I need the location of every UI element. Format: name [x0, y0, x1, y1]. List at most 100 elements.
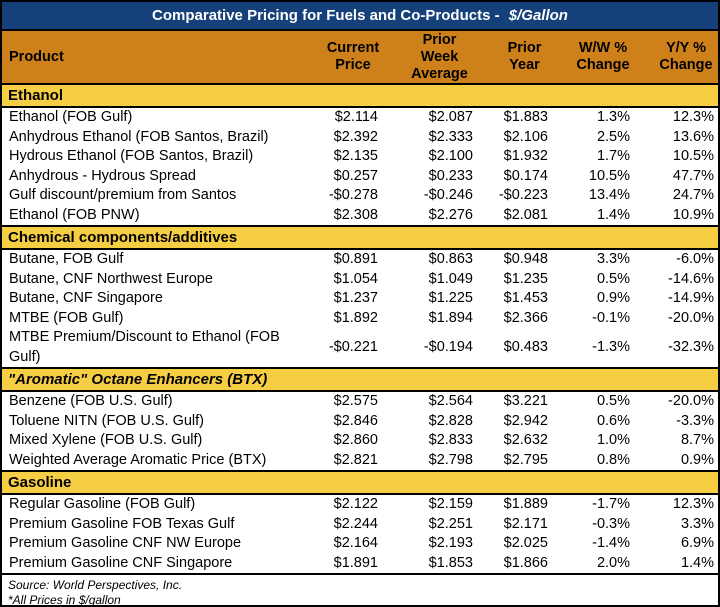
table-row: Premium Gasoline FOB Texas Gulf $2.244 $2.… [2, 515, 718, 535]
value-cell: 0.9% [596, 290, 630, 306]
product-cell: Butane, FOB Gulf [9, 251, 124, 267]
product-cell: Premium Gasoline CNF Singapore [9, 554, 233, 571]
value-cell: $2.860 [333, 432, 378, 448]
value-cell: $2.251 [428, 515, 473, 532]
value-cell: 3.3% [596, 251, 630, 267]
value-cell: -3.3% [676, 412, 714, 429]
table-row: Premium Gasoline CNF Singapore $1.891 $1.8… [2, 554, 718, 574]
value-cell: -$0.223 [498, 187, 548, 203]
column-header-row: Product Current Price Prior Week Average… [2, 31, 718, 85]
table-row: Mixed Xylene (FOB U.S. Gulf) $2.860 $2.833… [2, 431, 718, 451]
product-cell: Ethanol (FOB PNW) [9, 206, 140, 223]
value-cell: 2.5% [596, 128, 630, 145]
section-header-row: "Aromatic" Octane Enhancers (BTX) [2, 367, 718, 392]
value-cell: $1.235 [503, 270, 548, 287]
value-cell: $1.866 [503, 554, 548, 571]
product-cell: Premium Gasoline FOB Texas Gulf [9, 515, 235, 532]
value-cell: $2.308 [333, 206, 378, 223]
product-cell: Ethanol (FOB Gulf) [9, 109, 133, 125]
value-cell: 12.3% [672, 496, 714, 512]
unit-note: *All Prices in $/gallon [8, 593, 121, 607]
value-cell: $3.221 [503, 393, 548, 409]
value-cell: 1.3% [596, 109, 630, 125]
value-cell: 13.6% [672, 128, 714, 145]
pricing-grid: Product Current Price Prior Week Average… [2, 31, 718, 573]
value-cell: $2.276 [428, 206, 473, 223]
value-cell: $2.114 [334, 109, 378, 125]
product-cell: Anhydrous Ethanol (FOB Santos, Brazil) [9, 128, 269, 145]
table-row: Anhydrous Ethanol (FOB Santos, Brazil) $2… [2, 128, 718, 148]
value-cell: 0.8% [596, 451, 630, 468]
table-row: Benzene (FOB U.S. Gulf) $2.575 $2.564 $3.22… [2, 391, 718, 412]
value-cell: $0.948 [503, 251, 548, 267]
value-cell: 1.7% [596, 148, 630, 164]
value-cell: $2.942 [503, 412, 548, 429]
value-cell: -1.4% [592, 535, 630, 551]
table-row: Butane, CNF Singapore $1.237 $1.225 $1.453 0… [2, 289, 718, 309]
section-header-row: Chemical components/additives [2, 225, 718, 250]
value-cell: $2.106 [503, 128, 548, 145]
table-row: Ethanol (FOB Gulf) $2.114 $2.087 $1.883 1.3%… [2, 107, 718, 128]
table-row: Ethanol (FOB PNW) $2.308 $2.276 $2.081 1.4% 1… [2, 206, 718, 227]
value-cell: 10.9% [672, 206, 714, 223]
value-cell: 1.4% [596, 206, 630, 223]
product-cell: Butane, CNF Northwest Europe [9, 270, 213, 287]
value-cell: -20.0% [668, 393, 714, 409]
column-header-yy-change: Y/Y % Change [634, 31, 718, 85]
value-cell: $2.193 [428, 535, 473, 551]
value-cell: $1.932 [503, 148, 548, 164]
value-cell: $1.237 [333, 290, 378, 306]
table-row: Weighted Average Aromatic Price (BTX) $2.… [2, 451, 718, 472]
column-header-prior-week-average: Prior Week Average [382, 31, 477, 85]
value-cell: $1.054 [333, 270, 378, 287]
product-cell: Gulf discount/premium from Santos [9, 187, 237, 203]
table-row: Butane, CNF Northwest Europe $1.054 $1.049… [2, 270, 718, 290]
value-cell: 0.6% [596, 412, 630, 429]
value-cell: $1.883 [503, 109, 548, 125]
section-label: "Aromatic" Octane Enhancers (BTX) [2, 367, 718, 392]
value-cell: $2.833 [428, 432, 473, 448]
value-cell: $2.081 [503, 206, 548, 223]
table-row: Anhydrous - Hydrous Spread $0.257 $0.233 $0… [2, 167, 718, 187]
value-cell: -$0.221 [328, 338, 378, 355]
value-cell: $0.483 [503, 338, 548, 355]
section-label: Ethanol [2, 83, 718, 108]
product-cell: Butane, CNF Singapore [9, 290, 163, 306]
value-cell: $1.049 [428, 270, 473, 287]
value-cell: 3.3% [680, 515, 714, 532]
value-cell: 1.4% [680, 554, 714, 571]
value-cell: 6.9% [680, 535, 714, 551]
value-cell: $2.135 [333, 148, 378, 164]
value-cell: -1.7% [592, 496, 630, 512]
value-cell: 8.7% [680, 432, 714, 448]
value-cell: -20.0% [668, 309, 714, 326]
value-cell: $0.174 [503, 167, 548, 184]
column-header-ww-change: W/W % Change [552, 31, 634, 85]
table-title-bar: Comparative Pricing for Fuels and Co-Pro… [2, 2, 718, 31]
value-cell: $1.891 [333, 554, 378, 571]
value-cell: $2.333 [428, 128, 473, 145]
value-cell: $2.366 [503, 309, 548, 326]
product-cell: Anhydrous - Hydrous Spread [9, 167, 196, 184]
value-cell: 24.7% [672, 187, 714, 203]
value-cell: $0.257 [333, 167, 378, 184]
value-cell: $2.846 [333, 412, 378, 429]
value-cell: 2.0% [596, 554, 630, 571]
value-cell: $2.171 [503, 515, 548, 532]
value-cell: -$0.194 [423, 338, 473, 355]
value-cell: $1.894 [428, 309, 473, 326]
value-cell: $2.828 [428, 412, 473, 429]
table-row: MTBE Premium/Discount to Ethanol (FOB Gu… [2, 328, 718, 368]
product-cell: Regular Gasoline (FOB Gulf) [9, 496, 196, 512]
value-cell: -$0.278 [328, 187, 378, 203]
value-cell: -6.0% [676, 251, 714, 267]
value-cell: -32.3% [668, 338, 714, 355]
section-header-row: Ethanol [2, 83, 718, 108]
value-cell: 10.5% [588, 167, 630, 184]
table-row: Premium Gasoline CNF NW Europe $2.164 $2.1… [2, 534, 718, 554]
footnotes: Source: World Perspectives, Inc. *All Pr… [2, 573, 718, 607]
product-cell: Weighted Average Aromatic Price (BTX) [9, 451, 267, 468]
product-cell: Mixed Xylene (FOB U.S. Gulf) [9, 432, 203, 448]
product-cell: Toluene NITN (FOB U.S. Gulf) [9, 412, 204, 429]
